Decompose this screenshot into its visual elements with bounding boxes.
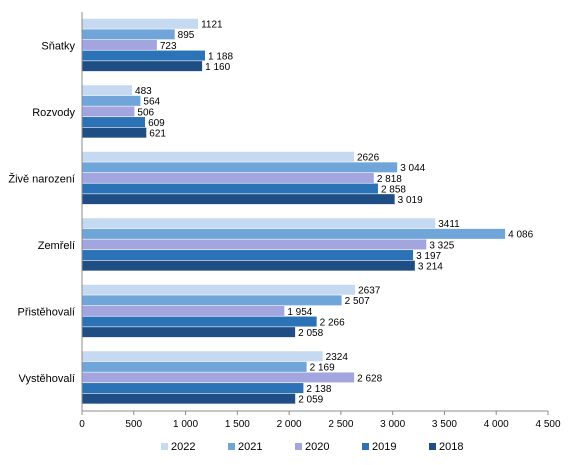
legend-swatch-2018	[429, 443, 436, 450]
data-label: 4 086	[508, 230, 533, 241]
data-label: 2 138	[306, 384, 331, 395]
bar-2022	[82, 284, 356, 295]
data-label: 3411	[438, 219, 460, 230]
bar-2019	[82, 183, 378, 194]
bar-2022	[82, 218, 436, 229]
x-tick-label: 4 000	[484, 419, 509, 430]
data-label: 1121	[201, 20, 223, 31]
x-tick-label: 2 500	[328, 419, 353, 430]
data-label: 3 044	[400, 163, 425, 174]
category-labels: Sňatky Rozvody Živě narození Zemřelí Přistěh…	[8, 40, 75, 385]
x-tick-label: 0	[79, 419, 85, 430]
bar-2021	[82, 361, 307, 372]
category-label: Živě narození	[8, 172, 75, 185]
category-label: Sňatky	[41, 40, 75, 52]
category-label: Vystěhovalí	[19, 373, 75, 385]
data-label: 1 954	[287, 307, 312, 318]
data-label: 1 160	[205, 62, 230, 73]
category-label: Přistěhovalí	[18, 306, 75, 318]
x-tick-label: 1 500	[225, 419, 250, 430]
legend-label: 2021	[238, 441, 262, 453]
legend-swatch-2021	[228, 443, 235, 450]
bar-2019	[82, 383, 304, 394]
data-label: 2 266	[320, 317, 345, 328]
x-tick-label: 3 000	[380, 419, 405, 430]
bar-2020	[82, 305, 285, 316]
bar-2021	[82, 295, 342, 306]
bar-2020	[82, 106, 135, 117]
legend-label: 2022	[171, 441, 195, 453]
bar-2021	[82, 162, 398, 173]
bar-2018	[82, 260, 415, 271]
data-label: 506	[137, 107, 154, 118]
legend-label: 2018	[439, 441, 463, 453]
data-label: 2637	[358, 286, 381, 297]
data-label: 483	[135, 86, 152, 97]
data-label: 895	[178, 30, 195, 41]
bar-2021	[82, 29, 175, 40]
bar-2020	[82, 39, 157, 50]
data-label: 609	[148, 118, 165, 129]
x-tick-label: 4 500	[535, 419, 560, 430]
legend: 2022 2021 2020 2019 2018	[161, 441, 463, 453]
bar-2018	[82, 127, 147, 138]
bar-2018	[82, 327, 296, 338]
legend-swatch-2020	[295, 443, 302, 450]
bar-2020	[82, 239, 427, 250]
data-label: 2 059	[298, 394, 323, 405]
bar-2022	[82, 351, 323, 362]
data-label: 3 214	[418, 261, 443, 272]
x-tick-label: 1 000	[173, 419, 198, 430]
bar-2021	[82, 95, 141, 106]
data-label: 2 058	[298, 328, 323, 339]
legend-label: 2020	[305, 441, 329, 453]
data-label: 2626	[357, 153, 380, 164]
bar-2019	[82, 50, 206, 61]
bar-2022	[82, 18, 199, 29]
category-label: Zemřelí	[38, 240, 75, 252]
bar-2019	[82, 316, 317, 327]
data-label: 621	[149, 128, 166, 139]
data-label: 3 325	[429, 240, 454, 251]
bar-2021	[82, 228, 506, 239]
x-tick-label: 3 500	[432, 419, 457, 430]
category-label: Rozvody	[32, 107, 75, 119]
legend-swatch-2022	[161, 443, 168, 450]
data-label: 2 507	[345, 296, 370, 307]
data-label: 2 858	[381, 184, 406, 195]
bar-2019	[82, 250, 414, 261]
bar-2019	[82, 117, 146, 128]
data-label: 564	[143, 97, 160, 108]
bar-2020	[82, 372, 355, 383]
x-tick-label: 500	[125, 419, 142, 430]
data-label: 1 188	[208, 51, 233, 62]
legend-swatch-2019	[362, 443, 369, 450]
bar-2018	[82, 194, 395, 205]
data-label: 3 019	[398, 195, 423, 206]
bar-2018	[82, 393, 296, 404]
x-axis: 0 500 1 000 1 500 2 000 2 500 3 000 3 500 4 000 4…	[79, 12, 561, 430]
bar-2022	[82, 151, 354, 162]
data-label: 2 818	[377, 174, 402, 185]
bar-2022	[82, 85, 133, 96]
legend-label: 2019	[372, 441, 396, 453]
bar-2020	[82, 172, 374, 183]
data-label: 2324	[326, 352, 349, 363]
data-label: 723	[160, 41, 177, 52]
data-label: 2 628	[357, 373, 382, 384]
x-tick-label: 2 000	[277, 419, 302, 430]
bar-2018	[82, 61, 203, 72]
bars	[82, 18, 506, 404]
data-label: 2 169	[310, 363, 335, 374]
data-label: 3 197	[416, 251, 441, 262]
